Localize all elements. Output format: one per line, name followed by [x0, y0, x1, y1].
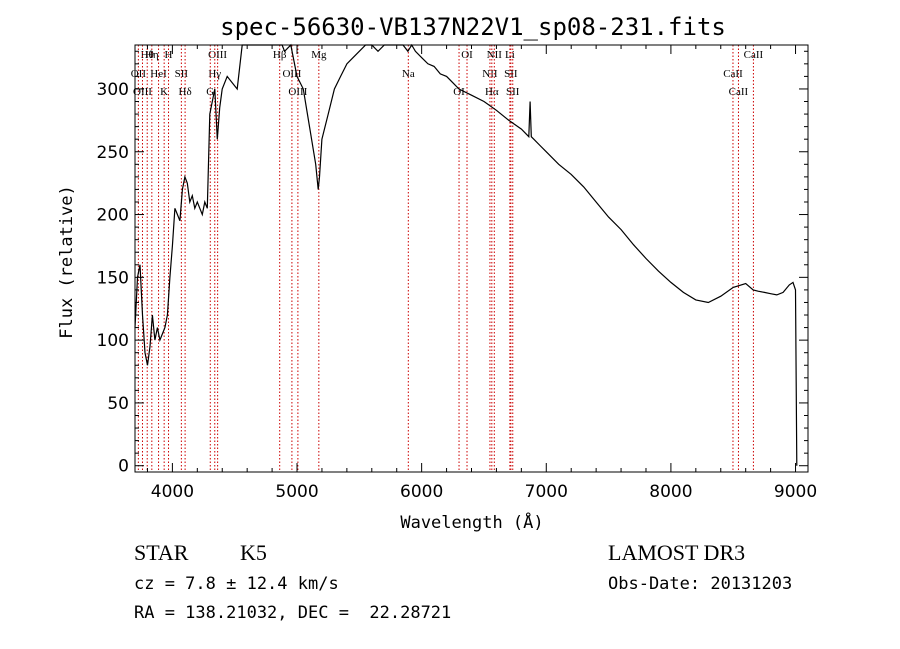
- x-tick-label: 8000: [649, 482, 692, 502]
- line-label: H: [165, 49, 173, 61]
- line-label: K: [160, 86, 168, 98]
- flux-series: [134, 43, 798, 466]
- chart-title: spec-56630-VB137N22V1_sp08-231.fits: [220, 13, 726, 41]
- y-axis-label: Flux (relative): [57, 185, 77, 339]
- x-tick-label: 9000: [774, 482, 817, 502]
- plot-frame: [134, 44, 809, 473]
- line-label: HeI: [150, 68, 167, 80]
- y-tick-label: 0: [118, 457, 129, 477]
- survey-label: LAMOST DR3: [608, 540, 746, 565]
- y-tick-label: 250: [97, 143, 129, 163]
- line-label: SII: [506, 86, 520, 98]
- x-tick-label: 5000: [275, 482, 318, 502]
- line-label: Hη: [145, 49, 159, 61]
- line-label: CaII: [723, 68, 743, 80]
- line-label: OIII: [208, 49, 227, 61]
- x-tick-label: 7000: [525, 482, 568, 502]
- line-label: Hα: [485, 86, 499, 98]
- x-tick-label: 6000: [400, 482, 443, 502]
- line-label: CaII: [729, 86, 749, 98]
- line-label: NII: [482, 68, 498, 80]
- coordinates: RA = 138.21032, DEC = 22.28721: [134, 603, 452, 623]
- line-label: Na: [402, 68, 415, 80]
- obs-date: Obs-Date: 20131203: [608, 574, 793, 594]
- y-tick-label: 200: [97, 206, 129, 226]
- line-label: OI: [461, 49, 473, 61]
- line-label: SII: [504, 68, 518, 80]
- axes: 4000 5000 6000 7000 8000 9000 0 50 100 150 200 250 3…: [97, 44, 817, 502]
- line-label: Hδ: [179, 86, 192, 98]
- emission-line-markers: HθOIIOIIIHηHeIKHSIIHδOIIIHγGHβOIIIOIIIMg…: [131, 45, 764, 472]
- line-label: SII: [175, 68, 189, 80]
- line-label: Hβ: [273, 49, 287, 61]
- line-label: Mg: [311, 49, 327, 61]
- line-label: OIII: [282, 68, 301, 80]
- line-label: Li: [505, 49, 515, 61]
- line-label: OI: [453, 86, 465, 98]
- cz-value: cz = 7.8 ± 12.4 km/s: [134, 574, 339, 594]
- y-tick-label: 300: [97, 80, 129, 100]
- line-label: CaII: [744, 49, 764, 61]
- x-tick-label: 4000: [151, 482, 194, 502]
- line-label: OII: [131, 68, 147, 80]
- y-tick-label: 100: [97, 331, 129, 351]
- line-label: Hγ: [208, 68, 221, 80]
- class-label: STAR: [134, 540, 189, 565]
- x-axis-label: Wavelength (Å): [400, 511, 543, 533]
- y-tick-label: 150: [97, 268, 129, 288]
- line-label: Hθ: [141, 49, 154, 61]
- series-layer: [134, 43, 798, 466]
- line-label: G: [206, 86, 214, 98]
- y-tick-label: 50: [107, 394, 129, 414]
- line-label: OIII: [133, 86, 152, 98]
- subclass-label: K5: [240, 540, 267, 565]
- line-label: NII: [487, 49, 503, 61]
